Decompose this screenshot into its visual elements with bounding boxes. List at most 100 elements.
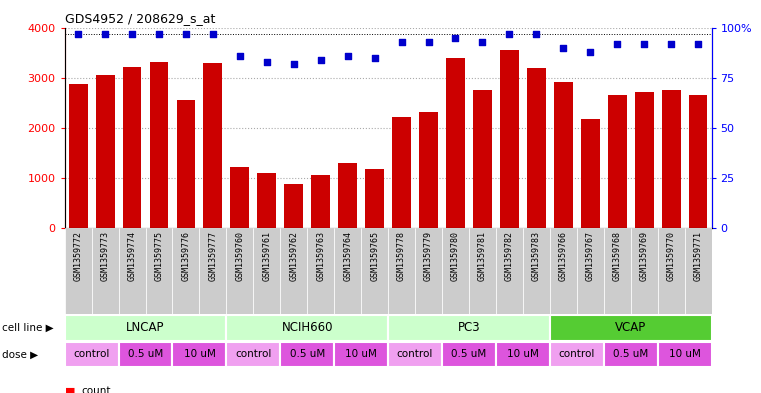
Text: GSM1359762: GSM1359762: [289, 231, 298, 281]
Point: [692, 40, 704, 47]
Text: GSM1359760: GSM1359760: [235, 231, 244, 281]
Bar: [550, 228, 577, 314]
Text: ■: ■: [65, 386, 75, 393]
Text: GSM1359768: GSM1359768: [613, 231, 622, 281]
Text: GSM1359766: GSM1359766: [559, 231, 568, 281]
Bar: [285, 184, 303, 228]
Bar: [388, 315, 550, 341]
Bar: [177, 100, 196, 228]
Bar: [392, 117, 411, 228]
Text: 0.5 uM: 0.5 uM: [451, 349, 486, 360]
Bar: [469, 228, 496, 314]
Bar: [689, 95, 708, 228]
Point: [503, 30, 515, 37]
Bar: [473, 90, 492, 228]
Bar: [334, 342, 388, 367]
Point: [261, 59, 273, 65]
Point: [584, 48, 597, 55]
Point: [234, 52, 246, 59]
Bar: [603, 342, 658, 367]
Point: [557, 44, 569, 51]
Bar: [415, 228, 442, 314]
Bar: [65, 228, 91, 314]
Point: [314, 57, 326, 63]
Text: count: count: [81, 386, 111, 393]
Text: 10 uM: 10 uM: [669, 349, 701, 360]
Point: [396, 39, 408, 45]
Point: [207, 30, 219, 37]
Text: GSM1359763: GSM1359763: [317, 231, 325, 281]
Bar: [550, 342, 603, 367]
Text: dose ▶: dose ▶: [2, 349, 37, 360]
Text: GSM1359776: GSM1359776: [181, 231, 190, 281]
Bar: [365, 169, 384, 228]
Text: GSM1359773: GSM1359773: [100, 231, 110, 281]
Bar: [227, 228, 253, 314]
Bar: [253, 228, 280, 314]
Bar: [173, 228, 199, 314]
Text: VCAP: VCAP: [615, 321, 646, 334]
Point: [476, 39, 489, 45]
Text: control: control: [235, 349, 272, 360]
Text: GSM1359767: GSM1359767: [586, 231, 595, 281]
Bar: [550, 315, 712, 341]
Bar: [338, 163, 357, 228]
Bar: [280, 228, 307, 314]
Text: GDS4952 / 208629_s_at: GDS4952 / 208629_s_at: [65, 12, 215, 25]
Bar: [388, 342, 442, 367]
Text: GSM1359782: GSM1359782: [505, 231, 514, 281]
Bar: [307, 228, 334, 314]
Bar: [631, 228, 658, 314]
Text: GSM1359779: GSM1359779: [424, 231, 433, 281]
Text: 0.5 uM: 0.5 uM: [613, 349, 648, 360]
Bar: [685, 228, 712, 314]
Point: [611, 40, 623, 47]
Text: 10 uM: 10 uM: [183, 349, 215, 360]
Point: [180, 30, 192, 37]
Text: GSM1359772: GSM1359772: [74, 231, 83, 281]
Bar: [608, 95, 626, 228]
Bar: [442, 228, 469, 314]
Point: [72, 30, 84, 37]
Bar: [334, 228, 361, 314]
Bar: [257, 173, 276, 228]
Bar: [527, 68, 546, 228]
Text: 0.5 uM: 0.5 uM: [290, 349, 325, 360]
Bar: [446, 58, 465, 228]
Bar: [150, 62, 168, 228]
Bar: [145, 228, 173, 314]
Bar: [119, 228, 145, 314]
Point: [638, 40, 650, 47]
Point: [422, 39, 435, 45]
Text: GSM1359780: GSM1359780: [451, 231, 460, 281]
Text: cell line ▶: cell line ▶: [2, 323, 53, 333]
Bar: [96, 75, 115, 228]
Text: GSM1359765: GSM1359765: [370, 231, 379, 281]
Text: PC3: PC3: [457, 321, 480, 334]
Bar: [496, 228, 523, 314]
Bar: [635, 92, 654, 228]
Bar: [661, 90, 680, 228]
Text: GSM1359775: GSM1359775: [154, 231, 164, 281]
Bar: [199, 228, 227, 314]
Bar: [554, 82, 573, 228]
Text: GSM1359783: GSM1359783: [532, 231, 541, 281]
Text: GSM1359769: GSM1359769: [640, 231, 648, 281]
Text: 0.5 uM: 0.5 uM: [128, 349, 163, 360]
Bar: [65, 315, 227, 341]
Text: GSM1359778: GSM1359778: [397, 231, 406, 281]
Bar: [603, 228, 631, 314]
Text: NCIH660: NCIH660: [282, 321, 333, 334]
Point: [450, 35, 462, 41]
Point: [288, 61, 300, 67]
Text: GSM1359781: GSM1359781: [478, 231, 487, 281]
Bar: [119, 342, 173, 367]
Point: [126, 30, 139, 37]
Point: [153, 30, 165, 37]
Text: GSM1359770: GSM1359770: [667, 231, 676, 281]
Point: [530, 30, 543, 37]
Bar: [658, 228, 685, 314]
Bar: [442, 342, 496, 367]
Text: GSM1359764: GSM1359764: [343, 231, 352, 281]
Text: control: control: [397, 349, 433, 360]
